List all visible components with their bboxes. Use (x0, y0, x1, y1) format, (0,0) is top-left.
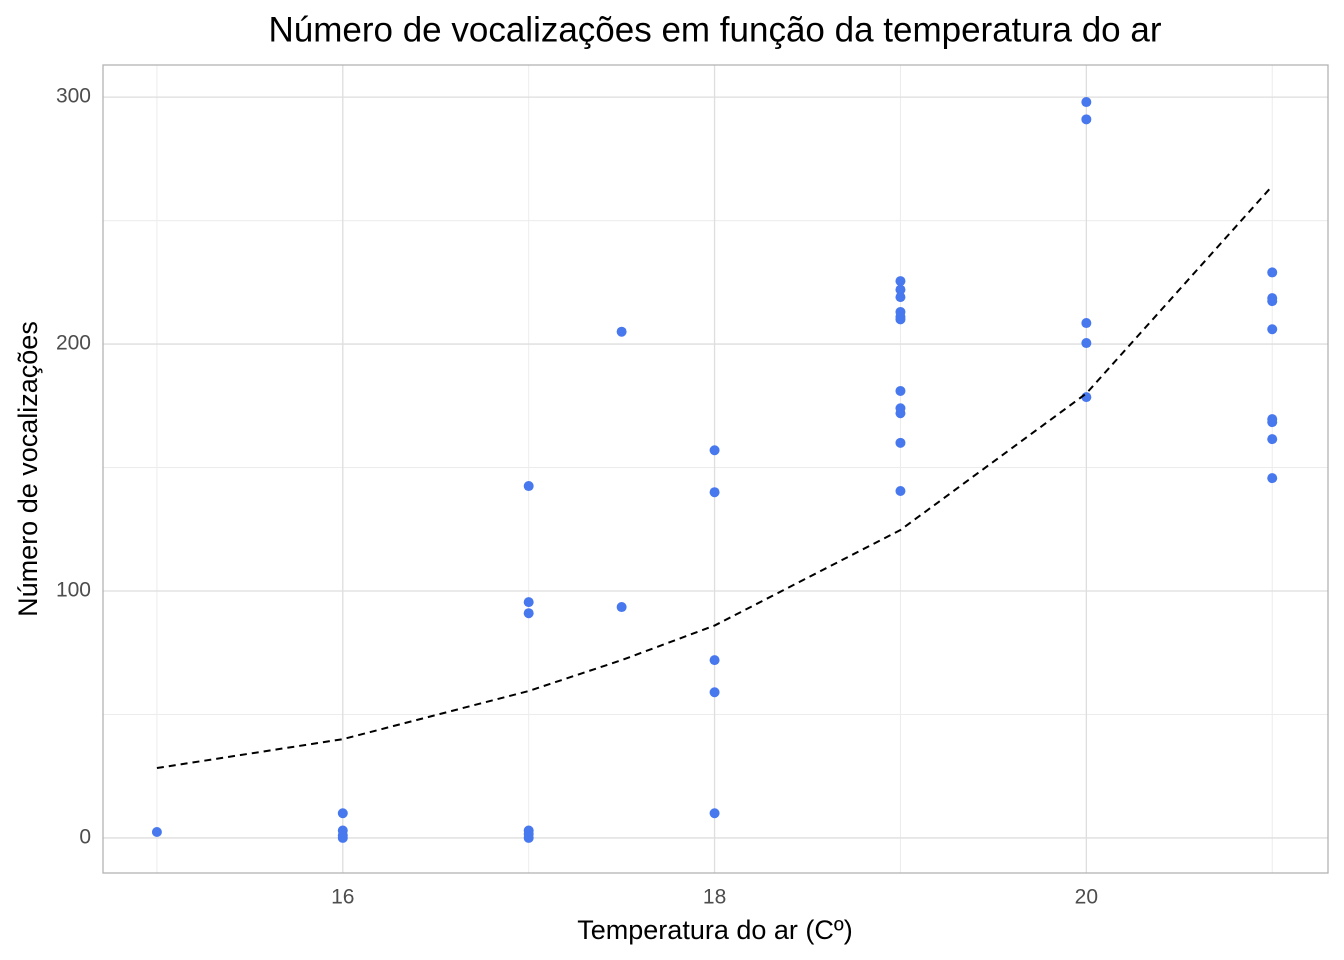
point (1267, 417, 1278, 428)
point (895, 292, 906, 303)
y-tick-label: 100 (56, 579, 91, 602)
y-axis-title: Número de vocalizações (13, 321, 43, 617)
point (1081, 318, 1092, 329)
point (523, 608, 534, 619)
x-tick-label: 18 (703, 886, 726, 909)
chart-title: Número de vocalizações em função da temp… (269, 10, 1162, 49)
point (1267, 296, 1278, 307)
point (1267, 324, 1278, 335)
point (895, 276, 906, 287)
point (1081, 338, 1092, 349)
y-tick-label: 300 (56, 85, 91, 108)
point (337, 808, 348, 819)
point (895, 485, 906, 496)
point (709, 808, 720, 819)
point (709, 655, 720, 666)
point (1267, 267, 1278, 278)
point (1267, 473, 1278, 484)
point (1081, 114, 1092, 125)
point (895, 408, 906, 419)
point (709, 487, 720, 498)
y-tick-label: 0 (79, 825, 91, 848)
point (616, 602, 627, 613)
point (523, 597, 534, 608)
x-tick-label: 16 (331, 886, 354, 909)
panel-border (102, 64, 1329, 874)
point (523, 832, 534, 843)
point (895, 314, 906, 325)
point (1081, 97, 1092, 108)
point (151, 827, 162, 838)
y-tick-label: 200 (56, 332, 91, 355)
point (895, 385, 906, 396)
point (895, 284, 906, 295)
point (337, 832, 348, 843)
point (895, 437, 906, 448)
fit-line (156, 185, 1273, 770)
x-axis-title: Temperatura do ar (Cº) (577, 915, 852, 945)
point (1267, 434, 1278, 445)
point (709, 687, 720, 698)
point (616, 326, 627, 337)
x-tick-label: 20 (1075, 886, 1098, 909)
point (523, 481, 534, 492)
point (709, 445, 720, 456)
